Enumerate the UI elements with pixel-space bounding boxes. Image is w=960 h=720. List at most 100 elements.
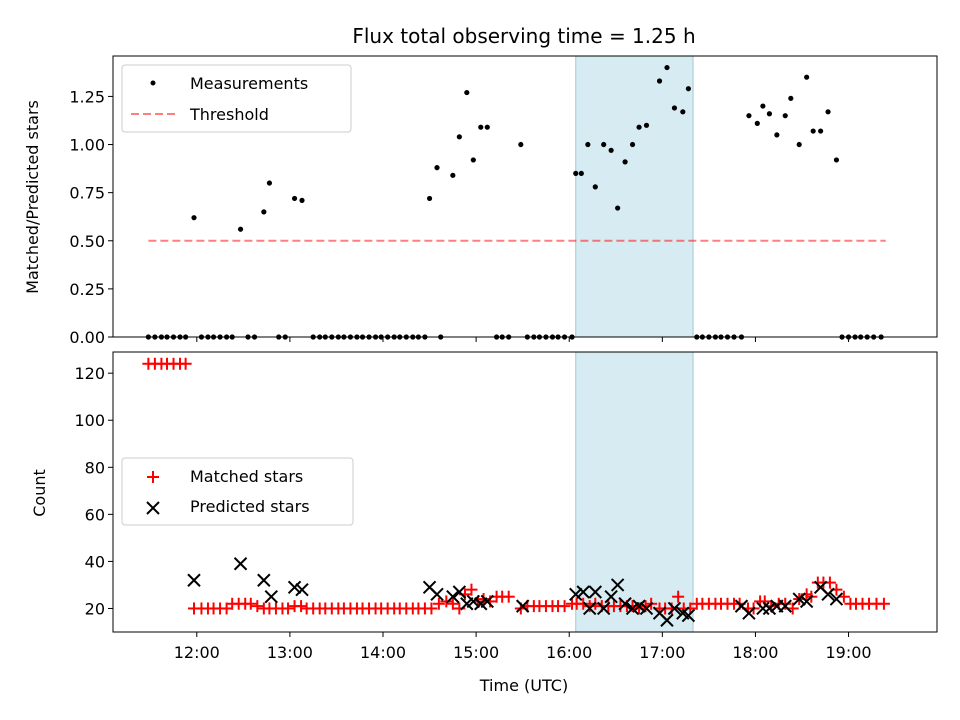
measurement-point [426,195,433,202]
top-x-axis-ticks [196,337,850,342]
bottom-x-axis-ticks: 12:00 13:00 14:00 15:00 16:00 17:00 18:00 19:00 [174,632,872,662]
predicted-star-marker [583,601,597,616]
matched-star-marker [877,597,890,610]
bottom-y-tick-label: 60 [85,505,105,524]
measurement-point [478,124,484,130]
measurement-point [766,111,773,117]
matched-star-marker [465,583,478,596]
top-shaded-span [575,55,694,338]
measurement-point [833,157,840,163]
measurement-point [450,172,456,178]
predicted-star-marker [233,557,248,571]
matched-star-marker [251,600,264,613]
bottom-shaded-span [575,351,694,633]
predicted-star-marker [446,589,460,604]
top-y-tick-label: 0.25 [69,280,105,299]
measurement-point [782,113,788,119]
predicted-star-marker [515,599,530,613]
bottom-axes-frame [112,351,938,633]
measurement-point [585,141,591,148]
x-tick-label: 17:00 [639,643,685,662]
measurement-point [601,141,607,148]
predicted-star-marker [618,597,632,611]
bottom-legend: Matched stars Predicted stars [121,457,354,526]
measurement-point [261,209,267,215]
matched-star-marker [282,602,295,615]
measurement-point [788,95,794,101]
predicted-star-marker [295,582,309,597]
measurement-point [746,113,752,119]
measurement-point [237,226,244,232]
measurement-point [685,86,692,92]
predicted-star-marker [264,589,278,604]
measurement-point [456,134,462,140]
measurement-point [592,184,598,190]
predicted-star-marker [604,589,618,604]
predicted-star-marker [756,601,770,616]
measurement-point [291,195,298,202]
predicted-star-marker [667,601,682,616]
matched-star-marker [244,597,257,610]
bottom-y-axis-ticks: 20 40 60 80 100 120 [74,364,113,618]
predicted-star-marker [576,585,590,599]
top-y-tick-label: 0.50 [69,232,105,251]
measurement-point [464,89,470,96]
measurement-point [825,109,831,115]
predicted-star-marker [799,594,814,609]
bottom-y-tick-label: 20 [85,599,105,618]
top-legend-box [121,64,352,133]
x-tick-label: 16:00 [546,643,592,662]
measurement-point [578,170,584,177]
measurement-point [470,157,476,163]
predicted-star-marker [762,601,777,616]
predicted-star-marker [596,601,611,616]
matched-star-marker [446,597,459,610]
matched-star-marker [440,595,453,608]
predicted-star-marker [430,587,444,602]
top-legend: Measurements Threshold [121,64,352,133]
chart-title: Flux total observing time = 1.25 h [352,24,695,48]
top-y-axis-ticks: 0.00 0.25 0.50 0.75 1.00 1.25 [69,87,113,347]
legend-measurements-marker [150,80,156,86]
measurement-point [774,132,780,138]
matched-star-marker [432,597,445,610]
predicted-star-marker [792,592,806,606]
measurement-point [664,64,670,71]
measurement-point [622,159,628,165]
predicted-star-marker [821,587,835,602]
bottom-y-tick-label: 80 [85,458,105,477]
predicted-star-marker [569,587,583,602]
predicted-star-marker [660,613,674,627]
predicted-stars-series [187,557,844,627]
x-axis-label: Time (UTC) [479,676,568,695]
bottom-y-axis-label: Count [30,469,49,517]
measurement-point [636,124,642,130]
top-y-tick-label: 1.00 [69,136,105,155]
measurement-point [656,78,663,84]
x-tick-label: 14:00 [360,643,406,662]
measurement-point [434,165,440,171]
legend-predicted-label: Predicted stars [190,497,310,516]
measurement-point [484,124,490,130]
matched-star-marker [179,357,192,370]
x-tick-label: 18:00 [732,643,778,662]
top-axes-frame [112,55,938,338]
measurement-point [629,141,636,148]
x-tick-label: 15:00 [453,643,499,662]
predicted-star-marker [632,599,646,613]
bottom-legend-box [121,457,354,526]
top-y-tick-label: 1.25 [69,87,105,106]
measurement-point [804,74,810,80]
x-tick-label: 13:00 [267,643,313,662]
measurement-point [191,215,197,221]
measurement-point [573,170,579,177]
bottom-y-tick-label: 120 [74,364,105,383]
matched-star-marker [577,597,590,610]
predicted-star-marker [287,580,302,595]
matched-star-marker [779,597,792,610]
predicted-star-marker [588,585,603,599]
bottom-y-tick-label: 100 [74,411,105,430]
legend-matched-label: Matched stars [190,467,303,486]
measurement-point [754,120,760,126]
